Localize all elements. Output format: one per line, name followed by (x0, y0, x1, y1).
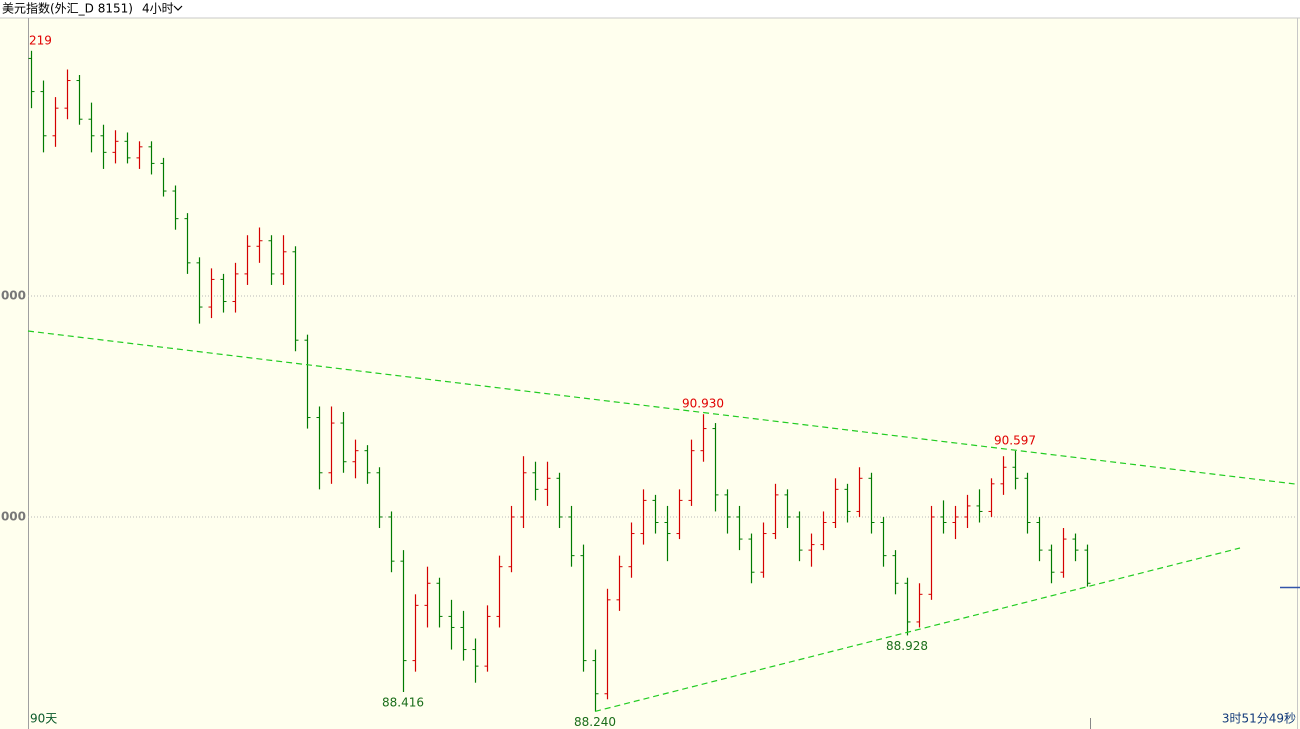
countdown: 3时51分49秒 (1222, 712, 1296, 726)
extreme-label: 90.597 (994, 434, 1036, 448)
extreme-label: 88.416 (382, 695, 424, 709)
extreme-label: 90.930 (682, 397, 724, 411)
extreme-label: 219 (29, 33, 52, 47)
instrument-name: 美元指数(外汇_D 8151) (2, 1, 133, 16)
period-selector[interactable]: 4小时 (142, 2, 174, 16)
trend-line (27, 330, 1295, 485)
trend-line (594, 547, 1241, 713)
header-bar (0, 0, 1300, 18)
range-label: 90天 (30, 712, 57, 726)
extreme-label: 88.240 (574, 715, 616, 729)
y-tick-label: 2.000 (0, 288, 26, 302)
y-tick-label: 0.000 (0, 509, 26, 523)
extreme-label: 88.928 (886, 639, 928, 653)
period-chevron[interactable] (173, 5, 183, 11)
